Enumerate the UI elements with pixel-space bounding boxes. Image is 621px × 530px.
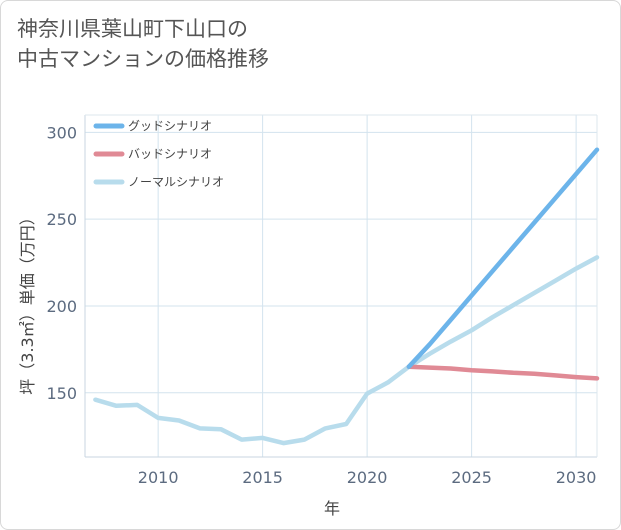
- x-axis-title: 年: [324, 499, 340, 518]
- x-tick-label: 2010: [138, 468, 179, 487]
- y-tick-label: 150: [46, 384, 77, 403]
- legend-label: ノーマルシナリオ: [128, 175, 224, 189]
- x-tick-label: 2015: [242, 468, 283, 487]
- grid-lines: [85, 115, 597, 457]
- y-axis-title: 坪（3.3㎡）単価（万円）: [18, 209, 37, 394]
- legend-label: グッドシナリオ: [128, 119, 212, 133]
- series-line-2: [93, 255, 600, 446]
- axes: [84, 114, 598, 458]
- x-tick-label: 2025: [451, 468, 492, 487]
- series-line-0: [406, 147, 600, 369]
- legend-label: バッドシナリオ: [128, 147, 212, 161]
- title-line-2: 中古マンションの価格推移: [17, 47, 269, 71]
- series-line-1: [406, 364, 600, 381]
- x-tick-label: 2030: [556, 468, 597, 487]
- tick-labels: 2010 2015 2020 2025 2030 150 200 250 300: [46, 123, 596, 487]
- title-line-1: 神奈川県葉山町下山口の: [17, 17, 248, 41]
- x-tick-label: 2020: [347, 468, 388, 487]
- y-tick-label: 200: [46, 297, 77, 316]
- series-lines: [93, 147, 600, 446]
- y-tick-label: 250: [46, 210, 77, 229]
- chart-title: 神奈川県葉山町下山口の 中古マンションの価格推移: [17, 14, 269, 74]
- y-tick-label: 300: [46, 123, 77, 142]
